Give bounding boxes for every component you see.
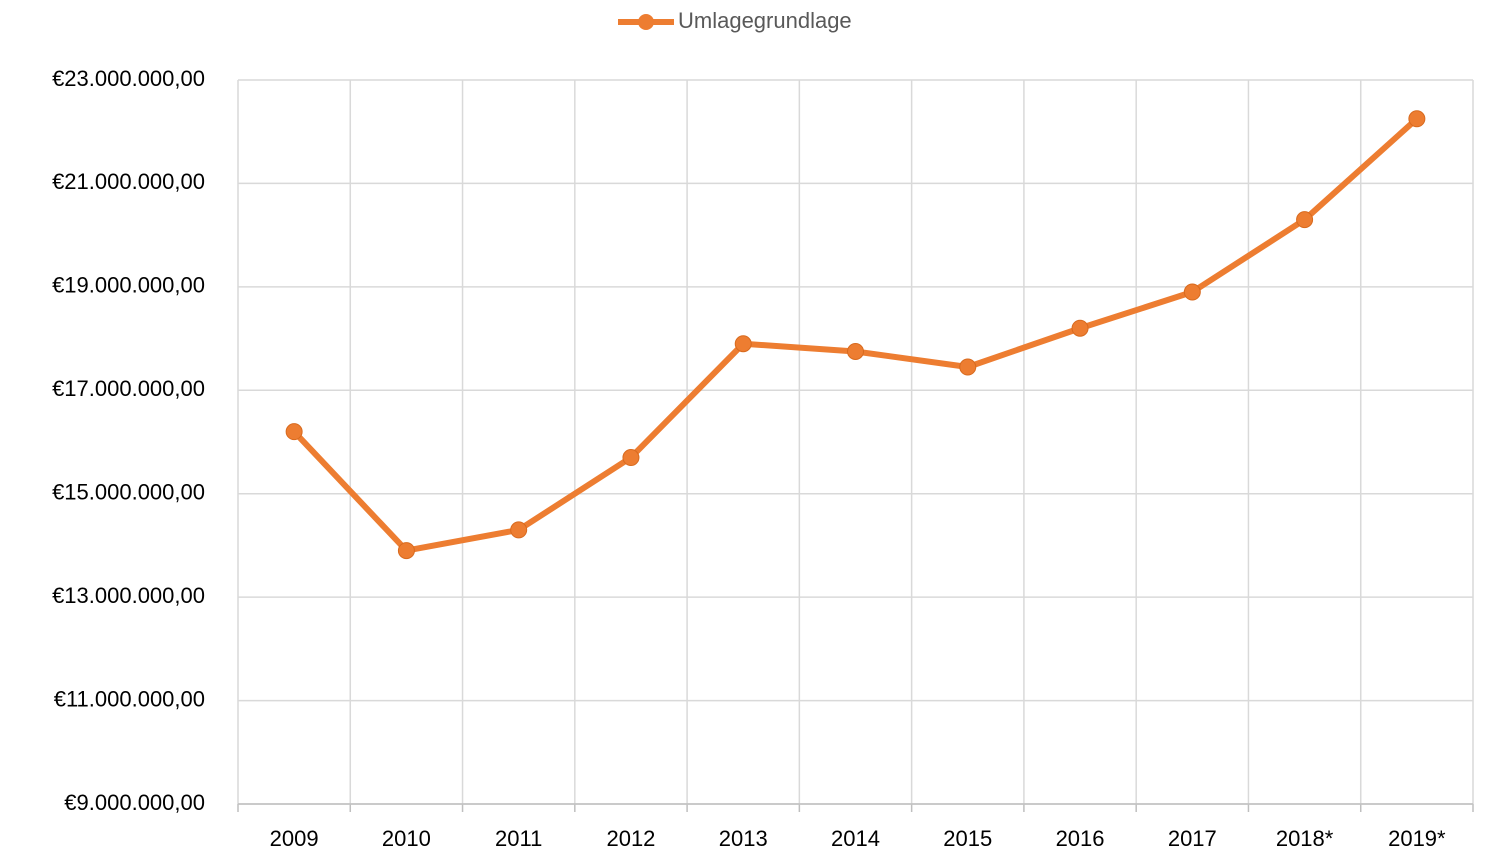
x-tick-label: 2019*	[1388, 826, 1446, 851]
data-point	[734, 335, 752, 353]
x-tick-label: 2009	[270, 826, 319, 851]
y-tick-label: €9.000.000,00	[64, 790, 205, 815]
legend-marker	[638, 14, 654, 30]
data-point	[1183, 283, 1201, 301]
data-point	[510, 521, 528, 539]
legend-label: Umlagegrundlage	[678, 8, 852, 33]
x-tick-label: 2018*	[1276, 826, 1334, 851]
y-tick-label: €21.000.000,00	[52, 169, 205, 194]
x-tick-label: 2015	[943, 826, 992, 851]
y-tick-label: €23.000.000,00	[52, 66, 205, 91]
data-point	[1071, 319, 1089, 337]
x-tick-label: 2011	[495, 826, 542, 851]
x-tick-label: 2016	[1056, 826, 1105, 851]
x-tick-label: 2017	[1168, 826, 1217, 851]
y-tick-label: €19.000.000,00	[52, 273, 205, 298]
data-point	[959, 358, 977, 376]
data-point	[1296, 211, 1314, 229]
x-tick-label: 2013	[719, 826, 768, 851]
data-point	[847, 343, 864, 360]
data-point	[622, 449, 640, 467]
data-point	[285, 423, 303, 441]
x-tick-label: 2010	[382, 826, 431, 851]
y-tick-label: €11.000.000,00	[54, 686, 205, 711]
y-tick-label: €17.000.000,00	[52, 376, 205, 401]
y-tick-label: €13.000.000,00	[52, 583, 205, 608]
x-tick-label: 2014	[831, 826, 880, 851]
data-point	[1408, 110, 1426, 128]
x-tick-label: 2012	[606, 826, 655, 851]
y-tick-label: €15.000.000,00	[52, 480, 205, 505]
data-point	[397, 542, 415, 560]
